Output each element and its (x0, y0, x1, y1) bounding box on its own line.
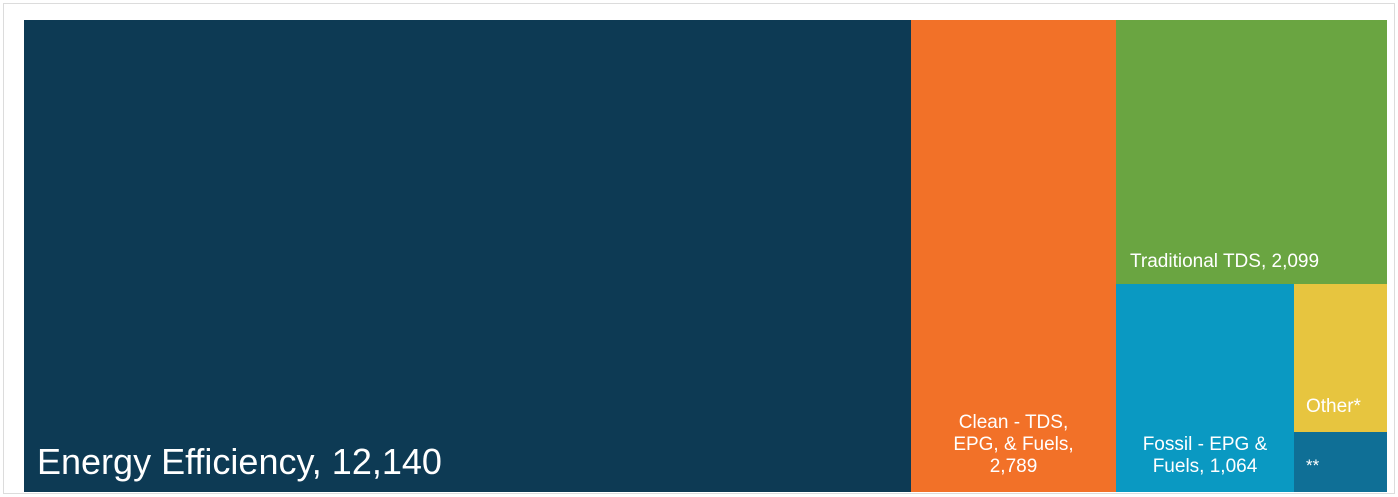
tile-label-traditional-tds: Traditional TDS, 2,099 (1130, 251, 1320, 273)
tile-fossil-epg-fuels: Fossil - EPG & Fuels, 1,064 (1116, 284, 1294, 492)
tile-label-clean-tds-epg-fuels: Clean - TDS, EPG, & Fuels, 2,789 (953, 412, 1074, 478)
tile-label-other: Other* (1306, 396, 1361, 418)
tile-clean-tds-epg-fuels: Clean - TDS, EPG, & Fuels, 2,789 (911, 20, 1116, 492)
tile-other: Other* (1294, 284, 1387, 432)
tile-traditional-tds: Traditional TDS, 2,099 (1116, 20, 1387, 284)
treemap-chart: Energy Efficiency, 12,140 Clean - TDS, E… (24, 20, 1387, 492)
chart-frame (3, 3, 1395, 494)
tile-label-footnote: ** (1306, 456, 1320, 476)
tile-footnote: ** (1294, 432, 1387, 492)
tile-label-fossil-epg-fuels: Fossil - EPG & Fuels, 1,064 (1142, 434, 1268, 478)
tile-label-energy-efficiency: Energy Efficiency, 12,140 (37, 440, 442, 482)
tile-energy-efficiency: Energy Efficiency, 12,140 (24, 20, 911, 492)
